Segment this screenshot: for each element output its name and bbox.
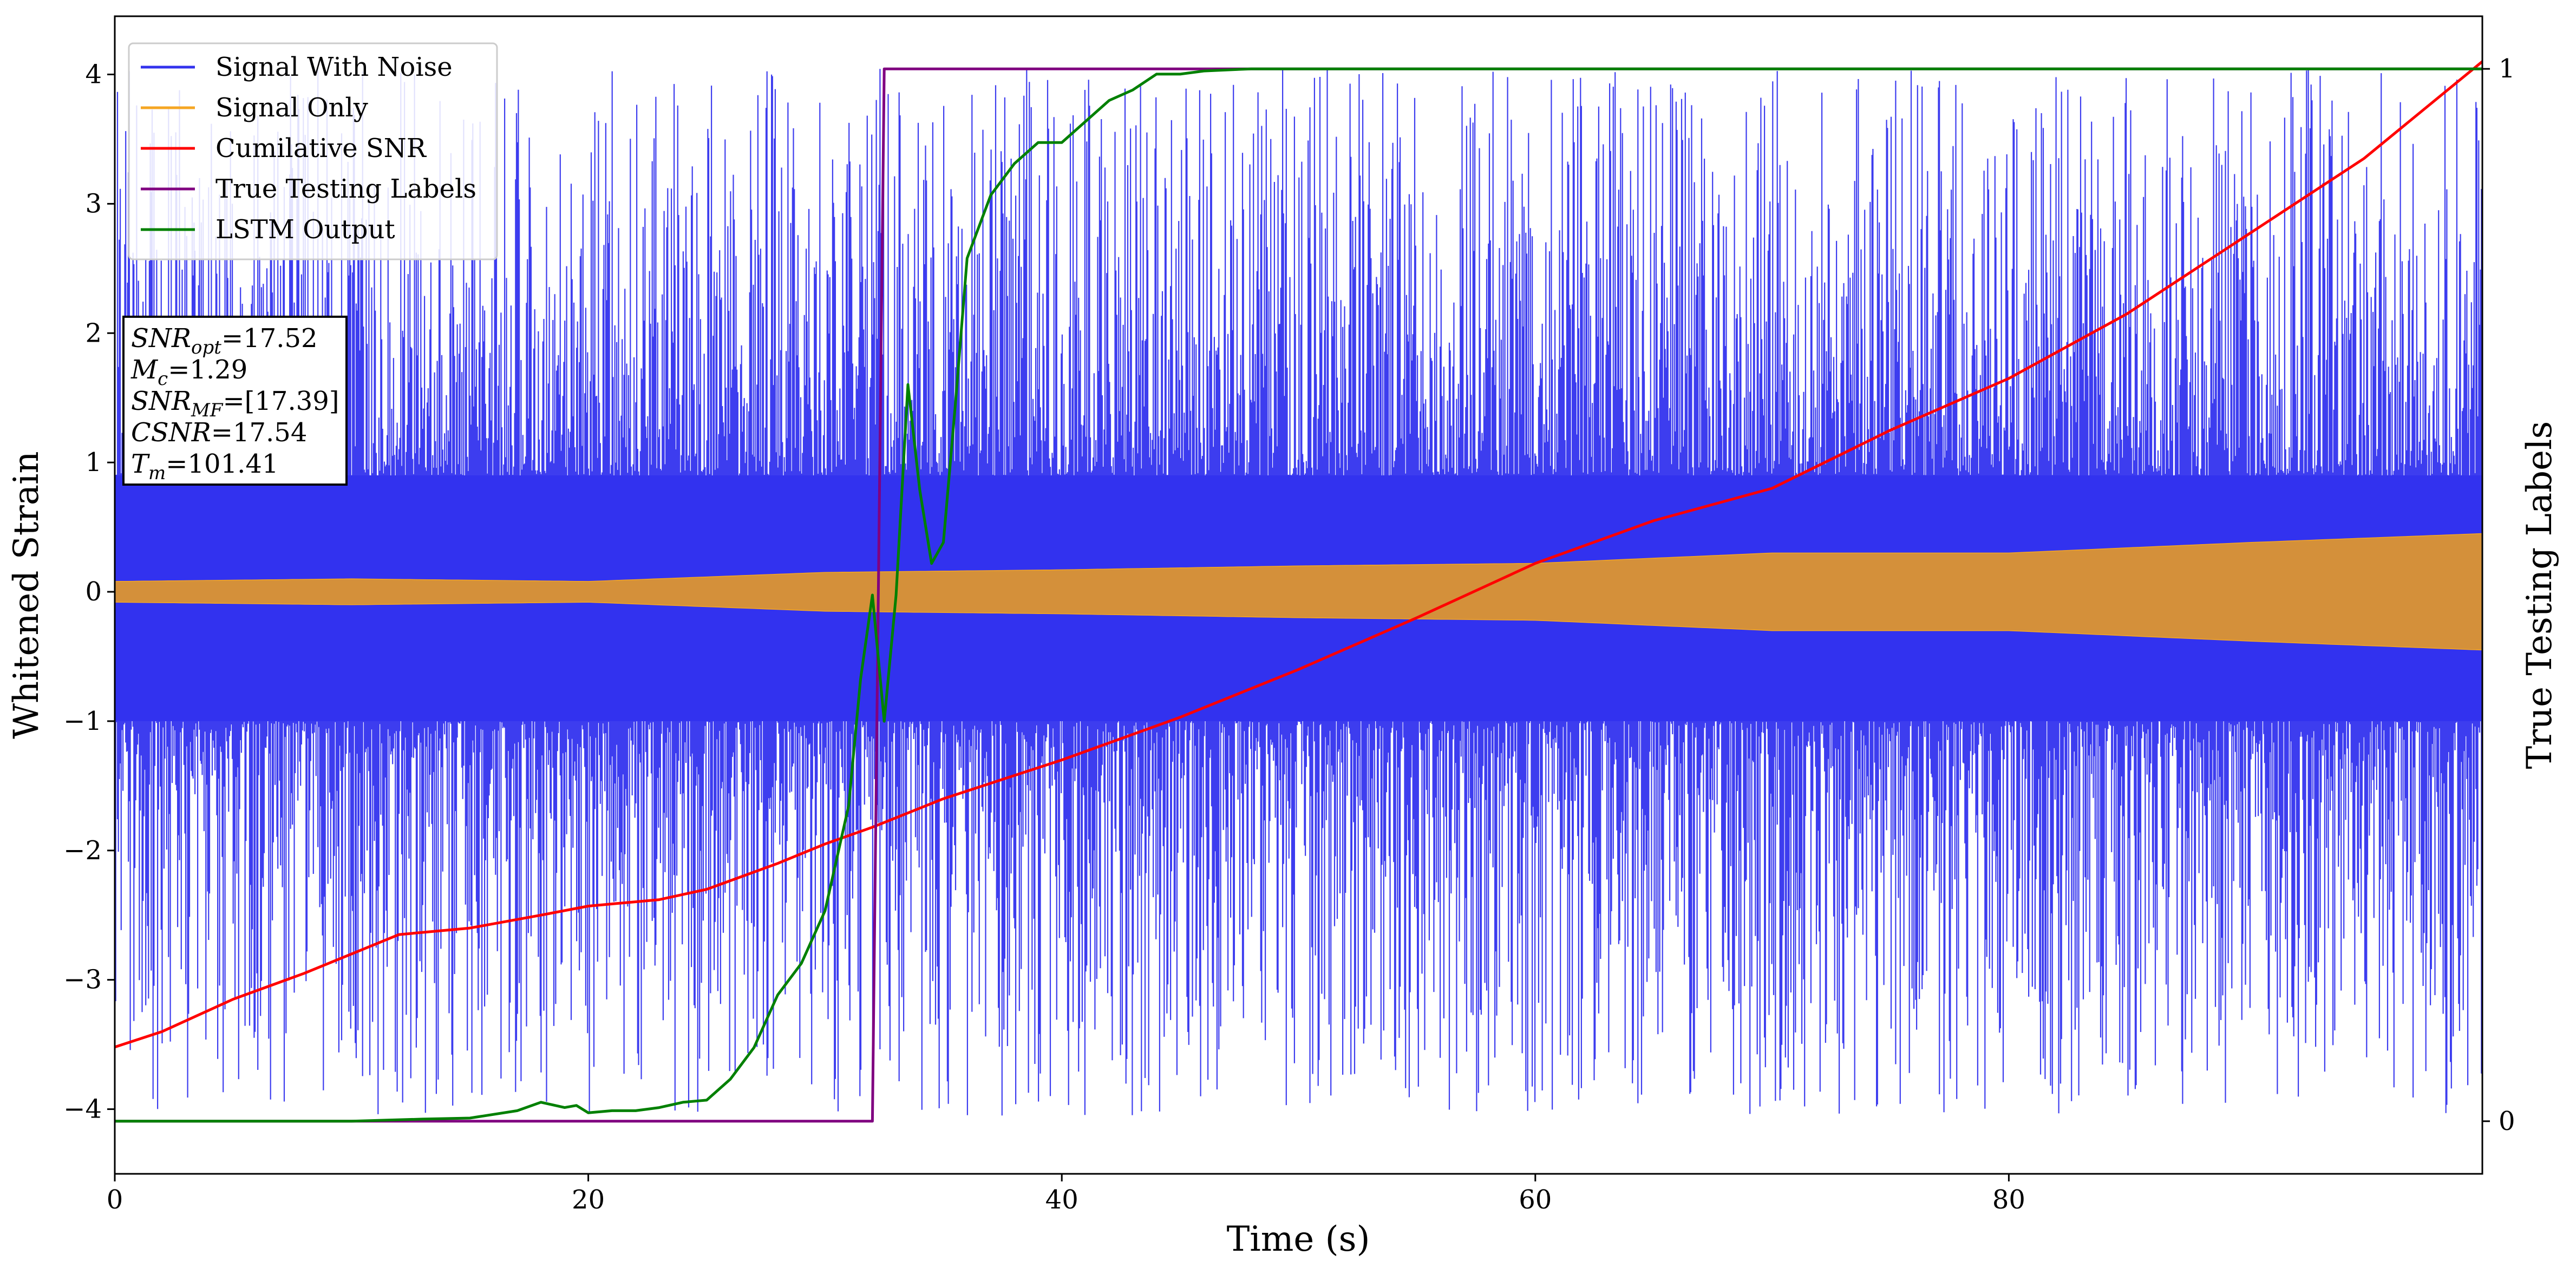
y-tick-label: −2 — [63, 835, 102, 866]
legend-box — [128, 42, 498, 260]
x-tick-label: 60 — [1519, 1185, 1552, 1215]
y2-tick-label: 0 — [2499, 1106, 2515, 1136]
x-axis-title: Time (s) — [1227, 1219, 1370, 1259]
series-layer — [115, 60, 2482, 1123]
legend-label-signal-with-noise: Signal With Noise — [215, 52, 453, 82]
y-tick-label: −4 — [63, 1094, 102, 1125]
x-tick-label: 0 — [107, 1185, 123, 1215]
y2-axis-title: True Testing Labels — [2520, 421, 2560, 769]
series-lstm-output — [115, 67, 2482, 1123]
legend-label-signal-only: Signal Only — [215, 93, 368, 123]
y2-tick-label: 1 — [2499, 54, 2515, 84]
y-axis-title: Whitened Strain — [6, 451, 47, 739]
y-tick-label: 0 — [85, 577, 102, 607]
plot-frame — [114, 15, 2483, 1175]
series-cumilative-snr — [115, 60, 2482, 1049]
y-tick-label: −3 — [63, 965, 102, 995]
legend-label-cumilative-snr: Cumilative SNR — [215, 133, 427, 164]
annotation-line: Mc=1.29 — [130, 355, 247, 390]
legend-label-lstm-output: LSTM Output — [215, 214, 395, 245]
legend: Signal With Noise Signal Only Cumilative S… — [128, 42, 498, 260]
legend-label-true-testing-labels: True Testing Labels — [215, 174, 476, 204]
series-signal-only — [115, 533, 2482, 651]
y-tick-label: 4 — [85, 59, 102, 89]
y-tick-label: 1 — [85, 447, 102, 478]
x-tick-label: 20 — [572, 1185, 605, 1215]
parameter-annotation-box: SNRopt=17.52Mc=1.29SNRMF=[17.39]CSNR=17.… — [122, 316, 348, 486]
annotation-line: SNRMF=[17.39] — [131, 386, 339, 421]
y-tick-label: 2 — [85, 318, 102, 348]
x-tick-label: 80 — [1992, 1185, 2025, 1215]
annotation-line: Tm=101.41 — [131, 449, 278, 484]
x-tick-label: 40 — [1045, 1185, 1078, 1215]
y-tick-label: 3 — [85, 188, 102, 219]
annotation-frame — [122, 316, 348, 486]
y-tick-label: −1 — [63, 706, 102, 736]
annotation-line: CSNR=17.54 — [131, 417, 307, 448]
annotation-line: SNRopt=17.52 — [131, 323, 318, 358]
